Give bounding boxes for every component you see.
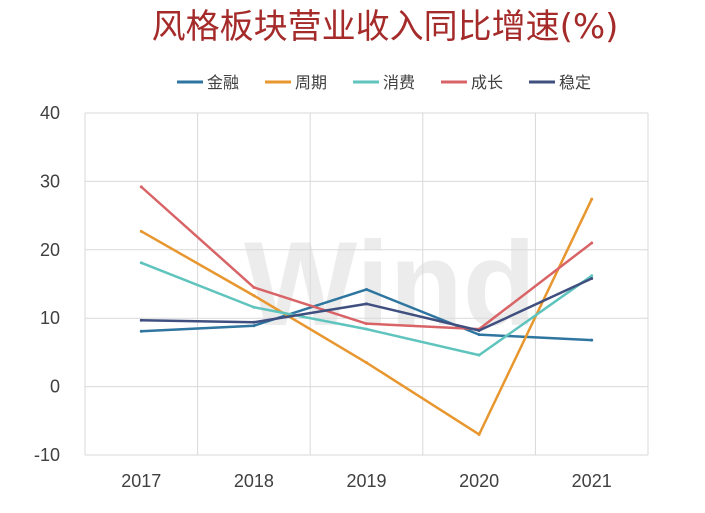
chart-title: 风格板块营业收入同比增速(%) [152, 7, 619, 47]
x-axis: 2017 2018 2019 2020 2021 [121, 471, 611, 491]
data-point [139, 185, 143, 189]
data-point [139, 261, 143, 265]
data-point [590, 277, 594, 281]
data-point [139, 229, 143, 233]
x-tick-label: 2021 [572, 471, 612, 491]
data-point [252, 324, 256, 328]
y-tick-label: -10 [34, 445, 60, 465]
data-point [477, 329, 481, 333]
series-lines [139, 185, 594, 436]
data-point [139, 318, 143, 322]
legend-label: 周期 [295, 73, 327, 92]
data-point [365, 361, 368, 365]
data-point [477, 353, 481, 357]
y-axis: -10 0 10 20 30 40 [34, 103, 60, 465]
data-point [590, 241, 594, 245]
data-point [477, 432, 481, 436]
data-point [252, 285, 256, 289]
data-point [477, 333, 481, 337]
data-point [365, 327, 368, 331]
x-tick-label: 2017 [121, 471, 161, 491]
legend-label: 消费 [383, 73, 415, 92]
y-tick-label: 20 [40, 240, 60, 260]
plot-area: Wind -10 0 10 20 30 40 2017 2018 2019 2020 2021 [34, 103, 649, 491]
legend-label: 稳定 [559, 73, 591, 92]
data-point [590, 338, 594, 342]
data-point [252, 320, 256, 324]
data-point [365, 322, 368, 326]
y-tick-label: 30 [40, 171, 60, 191]
legend: 金融 周期 消费 成长 稳定 [177, 73, 591, 92]
data-point [590, 274, 594, 278]
x-tick-label: 2019 [346, 471, 386, 491]
data-point [590, 197, 594, 201]
y-tick-label: 0 [50, 377, 60, 397]
y-tick-label: 10 [40, 308, 60, 328]
x-tick-label: 2018 [234, 471, 274, 491]
data-point [252, 305, 256, 309]
data-point [252, 294, 256, 298]
data-point [139, 329, 143, 333]
legend-label: 金融 [207, 73, 239, 92]
y-tick-label: 40 [40, 103, 60, 123]
data-point [365, 287, 368, 291]
data-point [365, 302, 368, 306]
watermark: Wind [244, 217, 536, 351]
legend-label: 成长 [471, 73, 503, 92]
x-tick-label: 2020 [459, 471, 499, 491]
